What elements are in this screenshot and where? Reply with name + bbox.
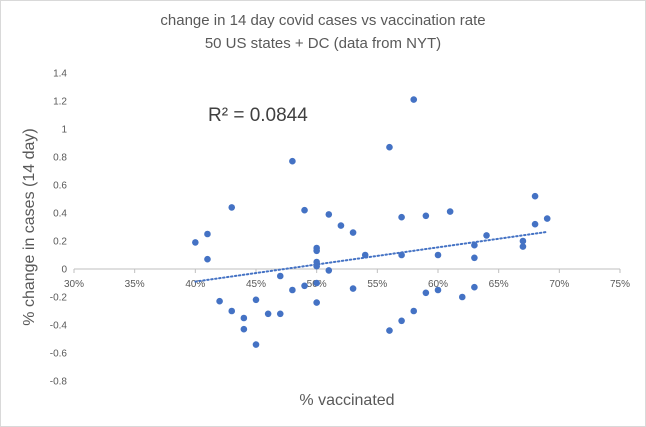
data-point <box>276 310 284 318</box>
data-point <box>337 222 345 229</box>
data-point <box>204 230 211 238</box>
data-point <box>422 289 430 297</box>
data-point <box>276 272 284 280</box>
data-point <box>325 267 333 274</box>
y-tick-label: -0.4 <box>50 321 68 332</box>
data-point <box>301 206 308 214</box>
x-tick-label: 70% <box>549 279 569 290</box>
y-axis-title: % change in cases (14 day) <box>21 128 38 325</box>
data-point <box>519 243 527 250</box>
data-point <box>471 241 478 249</box>
data-point <box>216 297 223 305</box>
x-tick-label: 40% <box>185 279 205 290</box>
trendline-group <box>194 230 549 283</box>
data-point <box>289 286 296 294</box>
y-tick-label: -0.8 <box>50 377 68 388</box>
data-point <box>434 286 442 294</box>
y-tick-labels: 1.4 1.2 1 0.8 0.6 0.4 0.2 0 -0.2 -0.4 -0.6 -0.8 <box>50 69 68 388</box>
data-point <box>192 239 199 246</box>
data-point <box>398 213 405 221</box>
y-tick-label: 1.2 <box>53 97 67 108</box>
y-tick-label: 1 <box>61 125 67 136</box>
data-point <box>252 341 260 348</box>
data-point <box>228 307 236 315</box>
y-tick-label: 0 <box>61 265 67 276</box>
data-point <box>410 307 418 315</box>
data-point <box>386 327 393 334</box>
x-tick-label: 35% <box>125 279 145 290</box>
data-point <box>289 157 296 165</box>
data-points <box>192 96 551 348</box>
data-point <box>471 254 478 262</box>
chart-title-line-2: 50 US states + DC (data from NYT) <box>205 35 441 52</box>
data-point <box>313 247 320 255</box>
y-tick-label: 1.4 <box>53 69 67 80</box>
y-tick-label: 0.4 <box>53 209 67 220</box>
data-point <box>410 96 418 103</box>
y-tick-label: 0.2 <box>53 237 67 248</box>
data-point <box>434 251 442 259</box>
x-tick-label: 55% <box>367 279 387 290</box>
r-squared-annotation: R² = 0.0844 <box>208 105 308 126</box>
data-point <box>458 293 466 301</box>
data-point <box>301 282 308 290</box>
data-point <box>264 310 272 318</box>
data-point <box>398 317 405 325</box>
x-axis <box>73 268 621 273</box>
chart-title-line-1: change in 14 day covid cases vs vaccinat… <box>160 12 485 29</box>
data-point <box>398 251 405 259</box>
data-point <box>228 204 236 211</box>
x-axis-title: % vaccinated <box>299 392 394 409</box>
data-point <box>519 237 527 245</box>
x-tick-label: 45% <box>246 279 266 290</box>
data-point <box>313 299 320 306</box>
x-tick-label: 75% <box>610 279 630 290</box>
data-point <box>240 314 248 322</box>
data-point <box>531 192 539 200</box>
x-tick-label: 60% <box>428 279 448 290</box>
x-tick-labels: 30%35%40%45%50%55%60%65%70%75% <box>64 279 630 290</box>
data-point <box>204 255 211 263</box>
x-tick-label: 30% <box>64 279 84 290</box>
data-point <box>252 296 260 304</box>
data-point <box>349 285 357 292</box>
data-point <box>471 283 478 291</box>
data-point <box>349 229 357 236</box>
data-point <box>313 279 320 287</box>
data-point <box>446 208 454 215</box>
data-point <box>361 251 369 259</box>
data-point <box>483 232 490 239</box>
data-point <box>386 143 393 151</box>
data-point <box>313 262 320 270</box>
trendline <box>194 230 549 283</box>
y-tick-label: 0.8 <box>53 153 67 164</box>
data-point <box>422 212 430 220</box>
y-tick-label: -0.6 <box>50 349 68 360</box>
y-tick-label: -0.2 <box>50 293 68 304</box>
data-point <box>240 325 248 333</box>
x-tick-label: 65% <box>489 279 509 290</box>
data-point <box>531 220 539 228</box>
data-point <box>543 215 551 222</box>
data-point <box>325 211 333 218</box>
y-tick-label: 0.6 <box>53 181 67 192</box>
